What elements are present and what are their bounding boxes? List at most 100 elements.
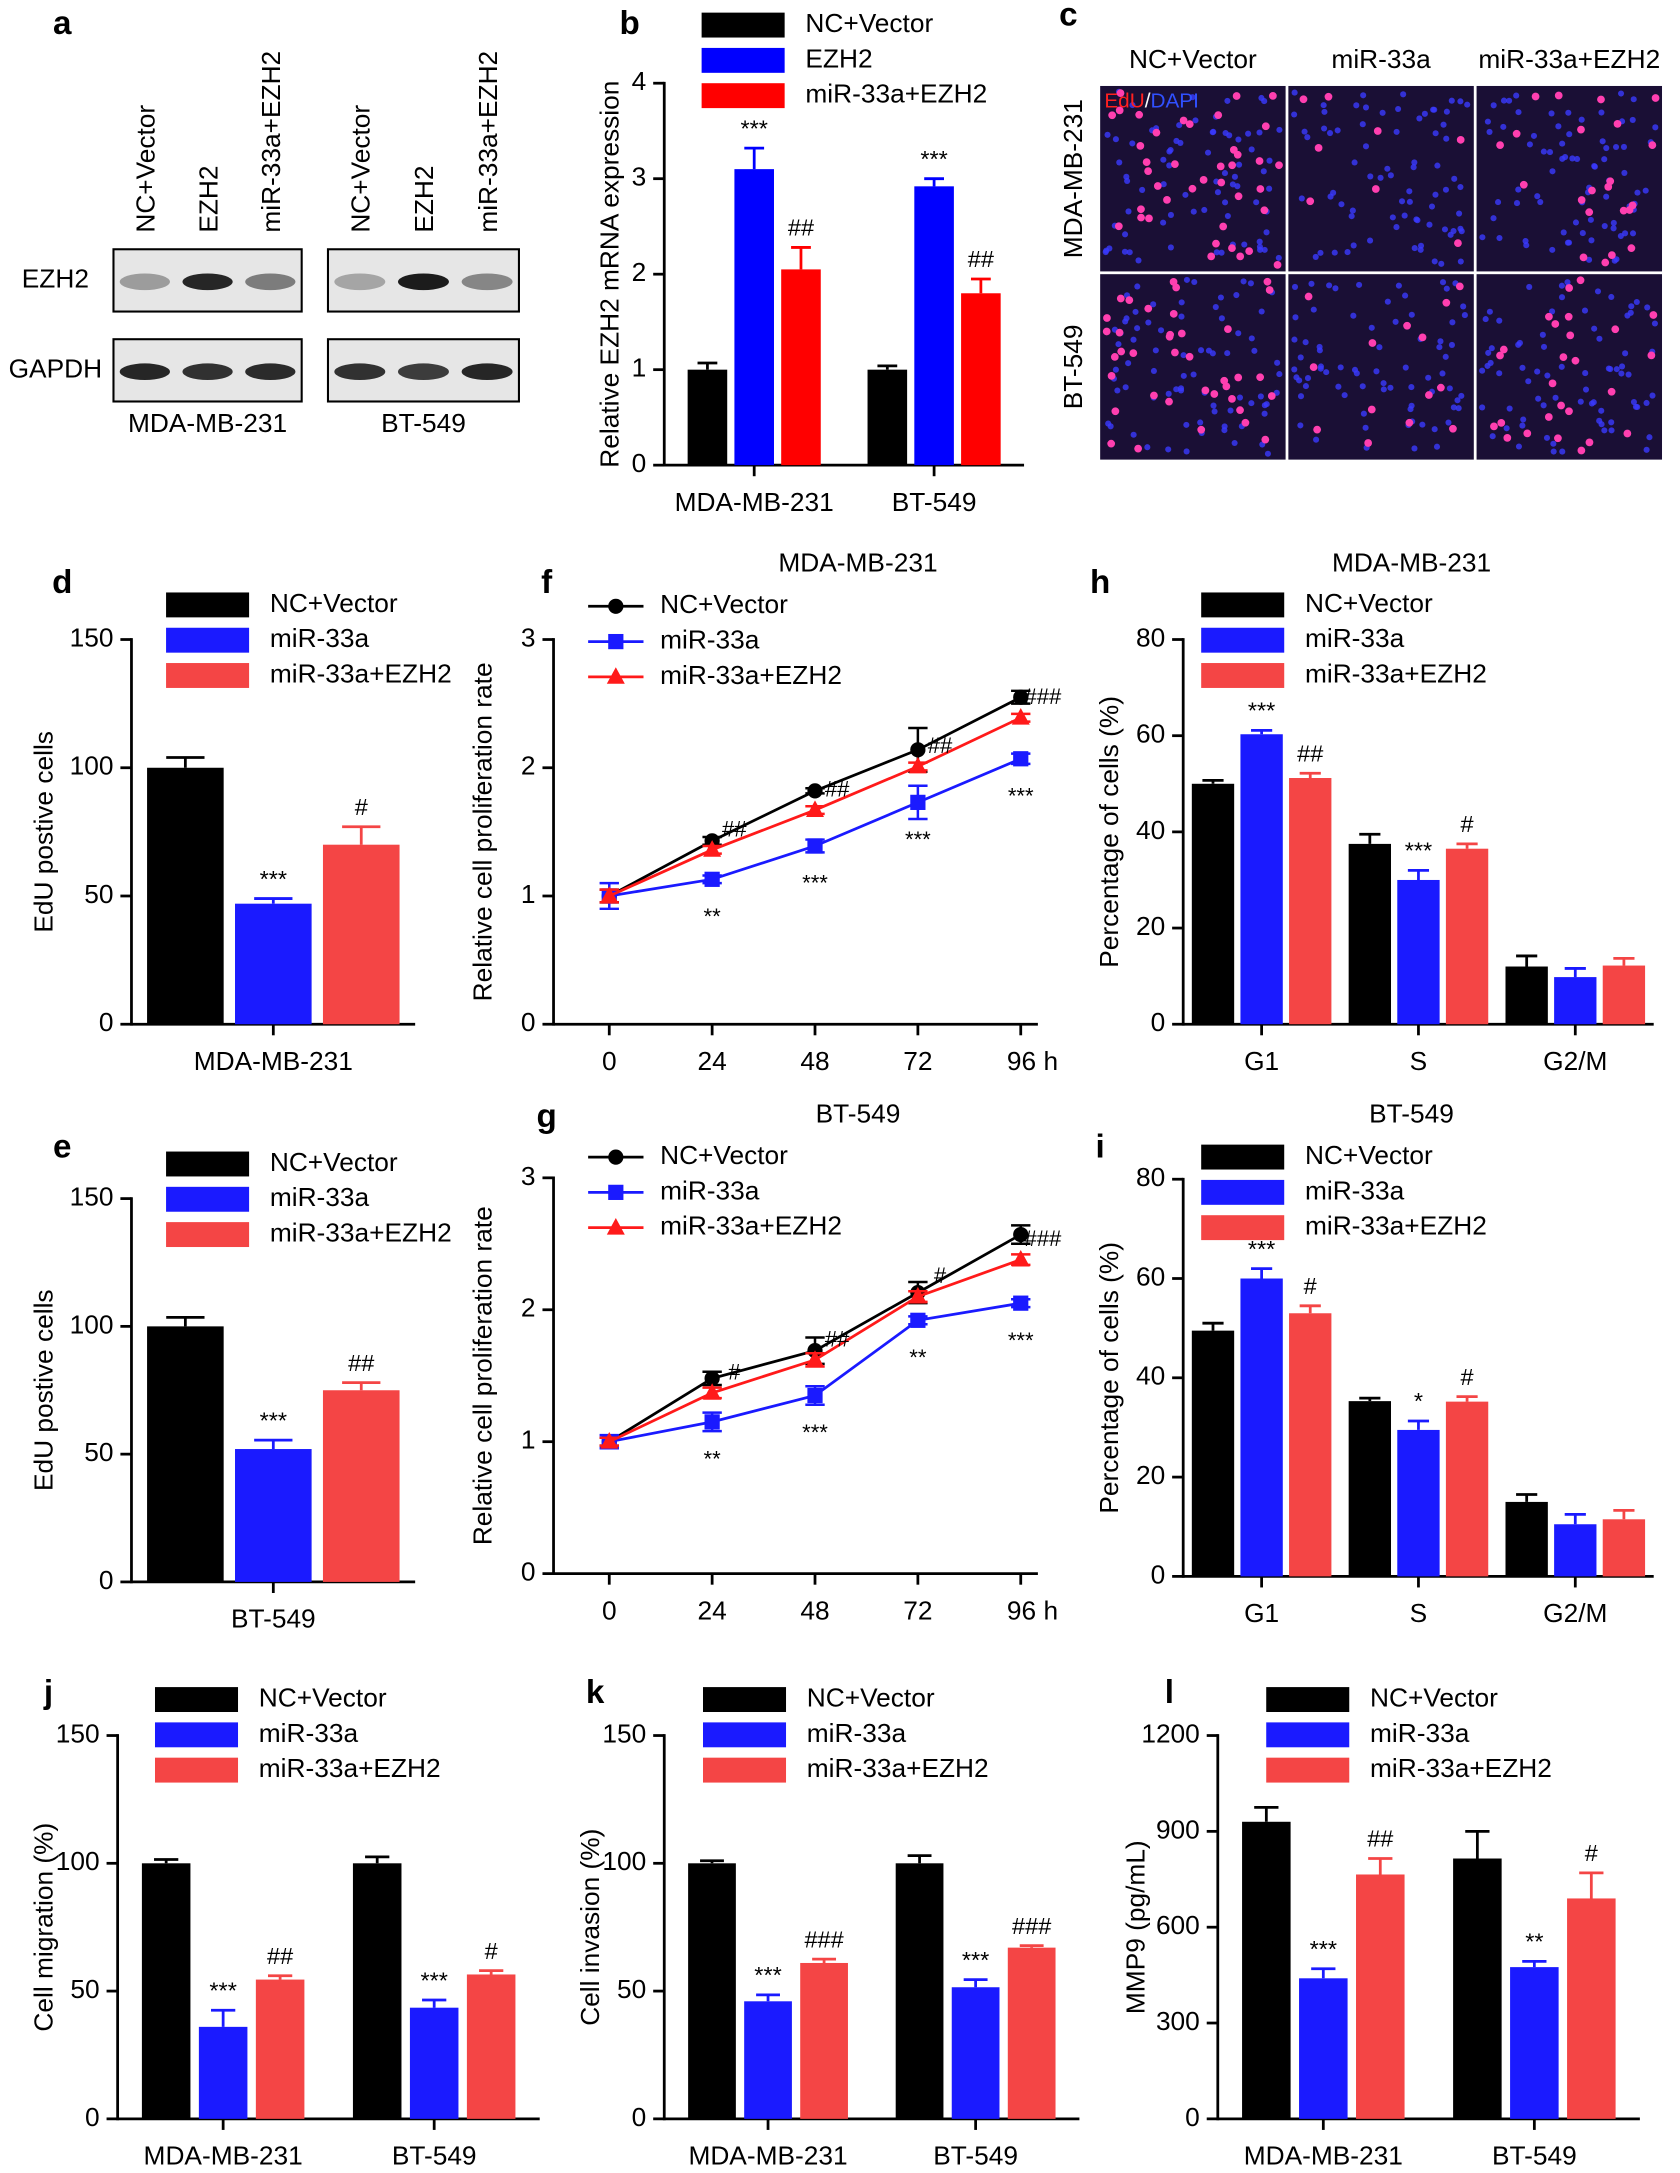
nucleus	[1373, 368, 1380, 375]
nucleus	[1189, 94, 1196, 101]
nucleus	[1574, 155, 1581, 163]
significance: ***	[754, 1962, 781, 1988]
nucleus	[1258, 94, 1265, 102]
error-bar	[1613, 956, 1635, 966]
nucleus	[1316, 347, 1323, 354]
x-tick-label: G2/M	[1543, 1598, 1607, 1628]
nucleus	[1276, 371, 1283, 378]
nucleus	[1248, 335, 1255, 342]
nucleus	[1197, 347, 1205, 354]
legend-label: miR-33a+EZH2	[1370, 1753, 1552, 1783]
nucleus	[1559, 140, 1566, 147]
nucleus	[1308, 280, 1315, 287]
panel-letter: b	[620, 5, 640, 42]
edu-nucleus	[1115, 106, 1124, 115]
y-tick-label: 4	[632, 66, 647, 96]
nucleus	[1613, 143, 1620, 151]
nucleus	[1122, 231, 1129, 238]
bar	[352, 1863, 402, 2119]
bar	[1602, 1519, 1646, 1577]
y-tick-label: 60	[1136, 1261, 1165, 1291]
bar	[255, 1979, 305, 2119]
nucleus	[1387, 172, 1394, 179]
nucleus	[1123, 173, 1130, 180]
legend-label: miR-33a	[807, 1718, 907, 1748]
y-tick-label: 2	[521, 751, 536, 781]
y-axis-label: Percentage of cells (%)	[1094, 696, 1124, 968]
bar	[744, 2001, 792, 2119]
nucleus	[1298, 195, 1305, 202]
nucleus	[1548, 110, 1555, 117]
y-tick-label: 0	[632, 2102, 647, 2132]
y-tick-label: 100	[602, 1846, 646, 1876]
bar	[1505, 1501, 1548, 1577]
panel-letter: j	[43, 1674, 53, 1711]
nucleus	[1582, 370, 1589, 377]
nucleus	[1496, 234, 1503, 242]
nucleus	[1618, 370, 1625, 377]
lane-label: EZH2	[409, 165, 439, 232]
nucleus	[1349, 207, 1356, 214]
error-bar	[812, 1957, 837, 1963]
significance: ***	[1008, 783, 1034, 808]
nucleus	[1112, 366, 1119, 373]
nucleus	[1183, 421, 1190, 428]
chart-title: BT-549	[1369, 1098, 1454, 1128]
edu-nucleus	[1129, 349, 1138, 357]
edu-nucleus	[1114, 222, 1123, 231]
nucleus	[1558, 363, 1565, 370]
nucleus	[1484, 118, 1491, 125]
y-tick-label: 0	[632, 448, 647, 478]
x-tick-label: 72	[903, 1046, 932, 1076]
legend-label: miR-33a	[270, 623, 370, 653]
nucleus	[1457, 98, 1464, 105]
nucleus	[1402, 292, 1409, 299]
nucleus	[1622, 350, 1629, 357]
nucleus	[1377, 174, 1384, 181]
y-tick-label: 50	[84, 879, 113, 909]
nucleus	[1173, 137, 1180, 145]
panel-letter: k	[586, 1674, 605, 1711]
y-tick-label: 3	[521, 1161, 536, 1191]
nucleus	[1304, 134, 1311, 141]
nucleus	[1245, 130, 1252, 137]
nucleus	[1544, 372, 1551, 379]
nucleus	[1578, 116, 1585, 123]
nucleus	[1192, 117, 1199, 124]
nucleus	[1393, 224, 1400, 231]
nucleus	[1275, 254, 1282, 261]
nucleus	[1434, 162, 1441, 169]
nucleus	[1442, 186, 1450, 193]
significance: ***	[962, 1947, 989, 1973]
legend-label: NC+Vector	[805, 8, 933, 38]
legend-label: miR-33a	[1305, 623, 1405, 653]
legend-swatch	[166, 627, 250, 653]
nucleus	[1256, 238, 1263, 245]
nucleus	[1165, 446, 1172, 453]
nucleus	[1520, 416, 1527, 423]
bar	[1356, 1874, 1405, 2119]
nucleus	[1330, 189, 1337, 196]
point	[806, 1350, 824, 1367]
legend-label: miR-33a+EZH2	[270, 1218, 452, 1248]
edu-nucleus	[1125, 296, 1134, 304]
nucleus	[1231, 173, 1238, 180]
nucleus	[1257, 246, 1264, 253]
y-axis-label: Percentage of cells (%)	[1094, 1242, 1124, 1514]
significance: ##	[722, 816, 747, 841]
edu-nucleus	[1137, 213, 1145, 222]
bar	[1510, 1967, 1559, 2119]
error-bar	[1251, 1267, 1273, 1279]
edu-nucleus	[1116, 294, 1125, 303]
error-bar	[791, 246, 811, 270]
nucleus	[1387, 384, 1394, 391]
nucleus	[1500, 123, 1507, 130]
nucleus	[1261, 410, 1268, 417]
edu-nucleus	[1165, 397, 1173, 406]
nucleus	[1167, 211, 1174, 218]
bar	[322, 1390, 400, 1582]
edu-nucleus	[1585, 438, 1594, 447]
y-tick-label: 50	[84, 1437, 113, 1467]
bar	[235, 903, 312, 1025]
nucleus	[1312, 253, 1319, 260]
